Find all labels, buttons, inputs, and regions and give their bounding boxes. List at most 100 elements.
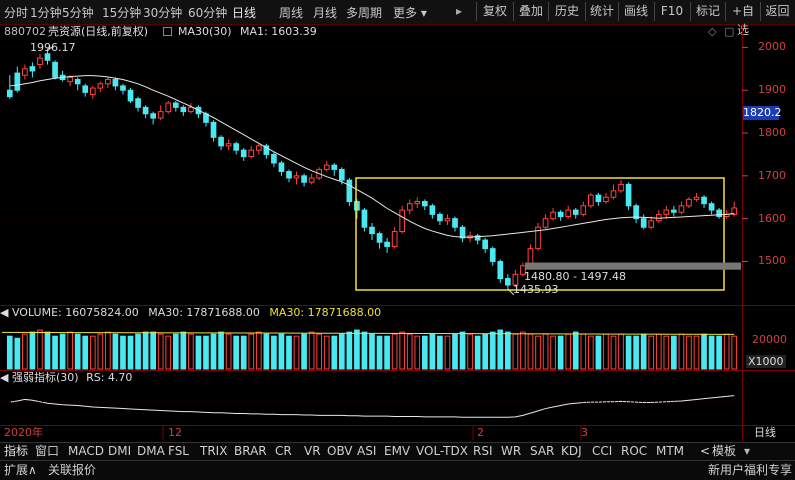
period-tab-1[interactable]: 1分钟 — [30, 6, 62, 20]
rs-arrow-icon[interactable]: ◀ — [0, 371, 9, 384]
promo-link[interactable]: 新用户福利专享 — [708, 463, 793, 477]
candle-body-66 — [504, 278, 511, 286]
candle-body-88 — [671, 209, 677, 213]
x-right-label: 日线 — [754, 426, 776, 439]
volume-arrow-icon[interactable]: ◀ — [0, 306, 9, 319]
indicator-tab-10[interactable]: OBV — [327, 444, 353, 458]
candle-body-89 — [678, 205, 685, 213]
template-button[interactable]: 模板 — [712, 444, 737, 458]
price-label-1: 1900 — [758, 83, 786, 97]
indicator-tab-11[interactable]: ASI — [357, 444, 377, 458]
candle-body-56 — [429, 205, 436, 215]
indicator-tab-7[interactable]: BRAR — [234, 444, 267, 458]
indicator-tab-19[interactable]: ROC — [621, 444, 648, 458]
candle-body-52 — [399, 209, 406, 232]
action-button-4[interactable]: 画线 — [618, 2, 653, 21]
indicator-tab-2[interactable]: MACD — [68, 444, 104, 458]
price-label-5: 1500 — [758, 254, 786, 268]
period-tab-5[interactable]: 60分钟 — [188, 6, 228, 20]
indicator-tab-17[interactable]: KDJ — [561, 444, 582, 458]
price-label-4: 1600 — [758, 211, 786, 225]
volume-bar-74 — [565, 333, 572, 370]
period-tab-7[interactable]: 周线 — [279, 6, 304, 20]
action-button-3[interactable]: 统计 — [585, 2, 618, 21]
action-button-2[interactable]: 历史 — [548, 2, 585, 21]
candle-body-86 — [655, 213, 662, 222]
volume-bar-2 — [22, 333, 28, 370]
volume-bar-90 — [686, 335, 692, 370]
indicator-tab-4[interactable]: DMA — [137, 444, 165, 458]
action-button-0[interactable]: 复权 — [476, 2, 513, 21]
candle-body-37 — [286, 171, 292, 179]
high-pointer — [47, 46, 54, 50]
indicator-tab-9[interactable]: VR — [304, 444, 321, 458]
high-annotation: 1996.17 — [30, 41, 76, 54]
period-tab-10[interactable]: 更多 ▾ — [393, 6, 427, 20]
ma30-line — [9, 75, 735, 238]
volume-bar-39 — [301, 333, 307, 370]
indicator-tab-5[interactable]: FSL — [168, 444, 189, 458]
volume-axis-label: 20000 — [752, 333, 787, 346]
expand-icon[interactable]: ▢ — [724, 25, 735, 38]
period-tab-8[interactable]: 月线 — [313, 6, 338, 20]
indicator-tab-6[interactable]: TRIX — [200, 444, 228, 458]
volume-bar-28 — [218, 331, 224, 370]
name-label: 壳资源(日线,前复权) — [48, 25, 149, 38]
indicator-tab-0[interactable]: 指标 — [4, 444, 29, 458]
indicator-tab-12[interactable]: EMV — [384, 444, 411, 458]
volume-bar-81 — [618, 333, 624, 370]
candle-body-73 — [557, 211, 564, 218]
indicator-tab-13[interactable]: VOL-TDX — [416, 444, 468, 458]
volume-bar-63 — [482, 333, 489, 370]
period-tab-0[interactable]: 分时 — [4, 6, 29, 20]
action-button-8[interactable]: 返回 — [760, 2, 794, 21]
volume-bar-77 — [588, 335, 594, 370]
volume-bar-57 — [437, 335, 443, 370]
volume-bar-26 — [203, 335, 209, 370]
period-tab-9[interactable]: 多周期 — [346, 6, 383, 20]
volume-bar-93 — [708, 335, 715, 370]
template-dropdown-icon[interactable]: ▾ — [744, 444, 751, 458]
action-button-6[interactable]: 标记 — [690, 2, 725, 21]
period-tab-6[interactable]: 日线 — [232, 6, 257, 20]
candle-body-38 — [293, 175, 300, 179]
action-button-5[interactable]: F10 — [654, 2, 689, 21]
volume-bar-75 — [572, 331, 579, 370]
volume-bar-56 — [429, 333, 436, 370]
expand-button[interactable]: 扩展∧ — [4, 463, 37, 477]
indicator-tab-1[interactable]: 窗口 — [35, 444, 60, 458]
indicator-tab-14[interactable]: RSI — [473, 444, 493, 458]
action-button-1[interactable]: 叠加 — [513, 2, 548, 21]
volume-bar-54 — [414, 335, 421, 370]
candle-body-91 — [693, 196, 700, 200]
diamond-icon[interactable]: ◇ — [708, 25, 717, 38]
candle-body-36 — [278, 162, 285, 173]
toolbar-scroll-icon[interactable]: ▸ — [456, 4, 463, 18]
period-tab-2[interactable]: 5分钟 — [62, 6, 94, 20]
volume-bar-80 — [610, 335, 617, 370]
candle-body-21 — [165, 102, 172, 113]
indicator-tab-3[interactable]: DMI — [108, 444, 132, 458]
indicator-tab-16[interactable]: SAR — [530, 444, 555, 458]
volume-bar-8 — [67, 331, 73, 370]
candle-body-71 — [542, 218, 549, 228]
period-tab-4[interactable]: 30分钟 — [143, 6, 183, 20]
candle-body-14 — [112, 79, 119, 87]
candle-body-79 — [603, 196, 609, 203]
indicator-tab-8[interactable]: CR — [275, 444, 292, 458]
candle-body-90 — [686, 198, 692, 207]
indicator-tab-15[interactable]: WR — [501, 444, 522, 458]
period-tab-3[interactable]: 15分钟 — [102, 6, 142, 20]
highlight-box — [355, 177, 725, 291]
indicator-tab-18[interactable]: CCI — [592, 444, 613, 458]
indicator-prev-icon[interactable]: < — [700, 444, 711, 458]
indicator-tab-20[interactable]: MTM — [656, 444, 685, 458]
volume-bar-15 — [120, 335, 126, 370]
candle-body-6 — [52, 61, 58, 78]
volume-bar-64 — [489, 331, 496, 370]
settings-box-icon[interactable] — [163, 27, 172, 36]
volume-bar-16 — [127, 335, 134, 370]
related-quotes-button[interactable]: 关联报价 — [48, 463, 97, 477]
range-annotation: 1480.80 - 1497.48 — [524, 270, 626, 283]
